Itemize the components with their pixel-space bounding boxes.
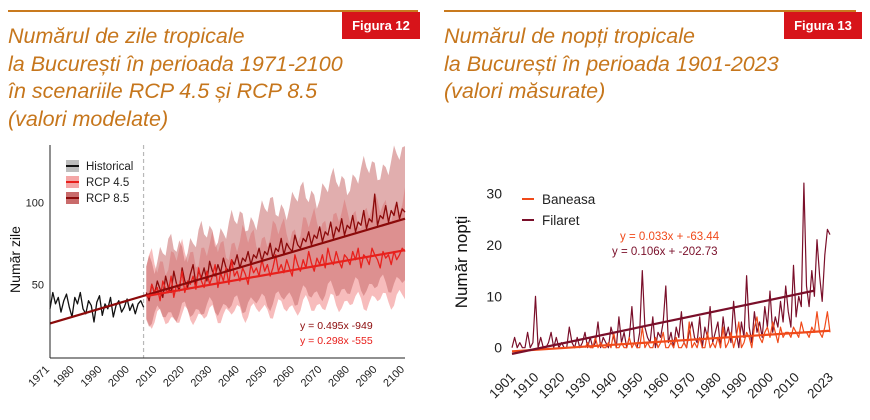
figure-12-title: Numărul de zile tropicale la București î…: [8, 23, 343, 133]
figure-13-title-line: (valori măsurate): [444, 79, 606, 103]
x-tick-label: 1990: [718, 370, 750, 402]
plot-area: 0102030190119101920193019401950196019701…: [452, 182, 836, 402]
trendline-rcp-4-5: [146, 249, 406, 298]
y-axis-label: Număr nopți: [452, 216, 471, 309]
x-tick-label: 1910: [510, 370, 542, 402]
x-tick-label: 2090: [354, 364, 380, 390]
figure-12-title-line: Numărul de zile tropicale: [8, 24, 245, 48]
legend-label: RCP 4.5: [86, 177, 129, 189]
x-tick-label: 2020: [161, 364, 187, 390]
x-tick-label: 2010: [134, 364, 160, 390]
figure-12-top-rule: [8, 10, 418, 12]
y-tick-label: 100: [26, 197, 44, 209]
y-tick-label: 0: [494, 340, 502, 356]
x-tick-label: 2100: [381, 364, 407, 390]
figure-12-title-line: (valori modelate): [8, 106, 169, 131]
tropical-nights-chart: 0102030190119101920193019401950196019701…: [452, 182, 836, 402]
x-tick-label: 1990: [79, 364, 105, 390]
x-tick-label: 1971: [26, 364, 52, 390]
x-tick-label: 2000: [744, 370, 776, 402]
x-tick-label: 2030: [189, 364, 215, 390]
x-tick-label: 1980: [51, 364, 77, 390]
figure-13-top-rule: [444, 10, 856, 12]
figure-12-title-line: în scenariile RCP 4.5 și RCP 8.5: [8, 79, 318, 103]
x-tick-label: 1960: [640, 370, 672, 402]
legend-label: Filaret: [542, 213, 580, 228]
legend-label: RCP 8.5: [86, 193, 129, 205]
x-tick-label: 2080: [326, 364, 352, 390]
y-tick-label: 10: [486, 288, 502, 304]
figure-13-title: Numărul de nopți tropicale la București …: [444, 23, 779, 106]
figure-13-title-line: la București în perioada 1901-2023: [444, 51, 779, 76]
trendline-rcp-8-5: [49, 217, 406, 325]
y-tick-label: 30: [486, 185, 502, 201]
figure-12-title-line: la București în perioada 1971-2100: [8, 51, 343, 76]
x-tick-label: 2050: [244, 364, 270, 390]
x-tick-label: 1940: [588, 370, 620, 402]
trendline-filaret: [511, 289, 815, 355]
trend-equation: y = 0.298x -555: [300, 335, 373, 347]
series-line-baneasa: [584, 311, 831, 349]
legend-label: Baneasa: [542, 192, 596, 207]
figure-13-panel: Figura 13 Numărul de nopți tropicale la …: [442, 0, 870, 420]
series-line-rcp-8-5: [145, 193, 406, 302]
figure-13-badge: Figura 13: [784, 12, 862, 39]
y-tick-label: 50: [32, 279, 44, 291]
legend-label: Historical: [86, 161, 133, 173]
figure-12-badge: Figura 12: [342, 12, 420, 39]
y-axis-label: Număr zile: [7, 226, 23, 293]
x-tick-label: 1930: [562, 370, 594, 402]
figure-12-panel: Figura 12 Numărul de zile tropicale la B…: [0, 0, 420, 420]
x-tick-label: 2023: [804, 370, 836, 402]
x-tick-label: 1950: [614, 370, 646, 402]
x-tick-label: 1920: [536, 370, 568, 402]
x-tick-label: 1980: [692, 370, 724, 402]
y-tick-label: 20: [486, 237, 502, 253]
x-tick-label: 2040: [216, 364, 242, 390]
x-tick-label: 1970: [666, 370, 698, 402]
series-line-historical: [49, 291, 145, 323]
x-tick-label: 2000: [106, 364, 132, 390]
x-tick-label: 2070: [299, 364, 325, 390]
figure-13-title-line: Numărul de nopți tropicale: [444, 24, 695, 48]
trend-equation: y = 0.495x -949: [300, 320, 373, 332]
trendline-baneasa: [511, 329, 831, 353]
x-tick-label: 2010: [770, 370, 802, 402]
series-line-filaret: [511, 182, 831, 349]
x-tick-label: 1901: [486, 370, 518, 402]
trend-equation: y = 0.106x + -202.73: [612, 246, 718, 258]
trend-equation: y = 0.033x + -63.44: [620, 231, 720, 243]
x-tick-label: 2060: [271, 364, 297, 390]
